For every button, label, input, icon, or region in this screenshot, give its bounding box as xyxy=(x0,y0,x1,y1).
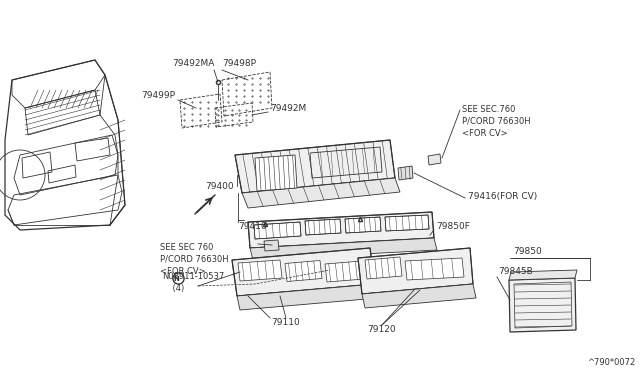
Text: 79492M: 79492M xyxy=(270,104,307,113)
Polygon shape xyxy=(264,240,279,251)
Polygon shape xyxy=(238,260,282,281)
Polygon shape xyxy=(250,238,437,260)
Polygon shape xyxy=(509,278,576,332)
Polygon shape xyxy=(255,155,297,191)
Text: 79492MA: 79492MA xyxy=(173,59,215,68)
Polygon shape xyxy=(235,140,395,193)
Polygon shape xyxy=(509,270,577,280)
Polygon shape xyxy=(428,154,441,165)
Text: 79845B: 79845B xyxy=(498,267,532,276)
Polygon shape xyxy=(365,257,402,279)
Text: SEE SEC.760
P/CORD 76630H
<FOR CV>: SEE SEC.760 P/CORD 76630H <FOR CV> xyxy=(462,105,531,138)
Text: ^790*0072: ^790*0072 xyxy=(587,358,635,367)
Text: 79498P: 79498P xyxy=(222,59,256,68)
Polygon shape xyxy=(398,166,413,180)
Polygon shape xyxy=(325,261,364,282)
Text: 79410: 79410 xyxy=(238,222,267,231)
Polygon shape xyxy=(237,284,378,310)
Text: SEE SEC 760
P/CORD 76630H
<FOR CV>: SEE SEC 760 P/CORD 76630H <FOR CV> xyxy=(160,243,228,276)
Text: N: N xyxy=(173,276,179,282)
Polygon shape xyxy=(285,260,322,282)
Polygon shape xyxy=(358,248,473,294)
Text: 79400: 79400 xyxy=(205,182,234,190)
Polygon shape xyxy=(362,284,476,308)
Polygon shape xyxy=(232,248,375,296)
Text: 79499P: 79499P xyxy=(141,91,175,100)
Text: N08911-10537
    (4): N08911-10537 (4) xyxy=(162,272,224,293)
Text: 79850: 79850 xyxy=(513,247,541,256)
Polygon shape xyxy=(242,178,400,208)
Text: 79416(FOR CV): 79416(FOR CV) xyxy=(468,192,537,201)
Polygon shape xyxy=(254,222,301,239)
Text: 79110: 79110 xyxy=(271,318,300,327)
Text: 79120: 79120 xyxy=(368,325,396,334)
Polygon shape xyxy=(305,219,341,235)
Text: 79850F: 79850F xyxy=(436,222,470,231)
Polygon shape xyxy=(405,258,464,280)
Polygon shape xyxy=(248,212,434,248)
Polygon shape xyxy=(385,215,429,231)
Polygon shape xyxy=(345,217,381,233)
